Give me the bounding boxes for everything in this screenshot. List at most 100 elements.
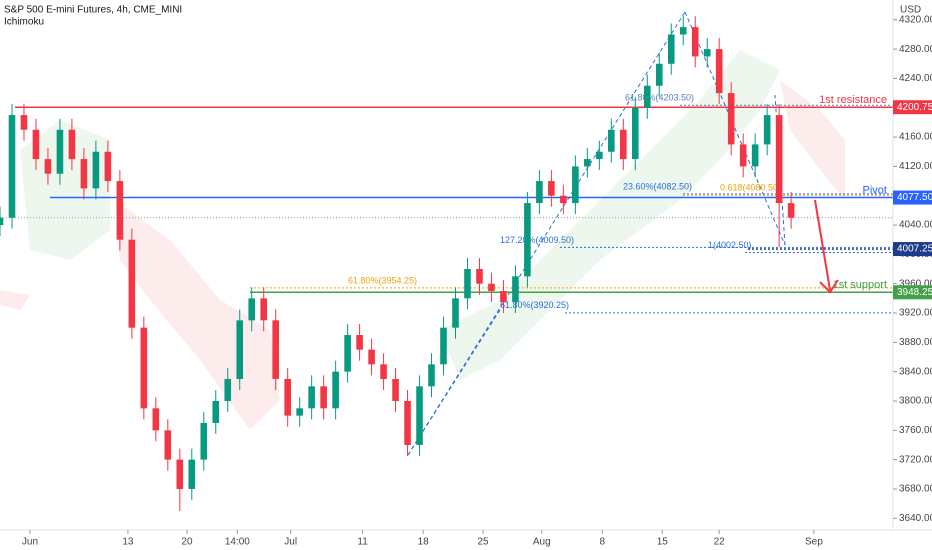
- candle-body: [320, 386, 327, 409]
- level-name: 1st support: [833, 279, 887, 291]
- candle-body: [284, 378, 291, 416]
- candle-body: [8, 115, 16, 218]
- axes: 3640.00 3680.00 3720.00 3760.00 3800.00 3840.…: [22, 14, 932, 548]
- level-name: Pivot: [863, 184, 887, 196]
- candle-body: [404, 400, 411, 445]
- candle-body: [152, 408, 160, 431]
- candle-body: [224, 378, 232, 401]
- candle-body: [392, 378, 399, 401]
- fib-label: 127.20%(4009.50): [500, 235, 574, 245]
- y-tick-label: 4120.00: [899, 161, 932, 172]
- candle-body: [236, 320, 244, 379]
- x-tick-label: Sep: [805, 537, 823, 548]
- candle-body: [548, 181, 555, 196]
- candle-body: [20, 115, 28, 130]
- x-tick-label: 18: [418, 537, 430, 548]
- candle-body: [332, 371, 339, 409]
- candle-body: [104, 151, 112, 182]
- candle-body: [715, 49, 723, 94]
- candle-body: [92, 151, 100, 189]
- cloud-red: [780, 80, 845, 200]
- y-tick-label: 4280.00: [899, 44, 932, 55]
- candle-body: [679, 27, 687, 35]
- candle-body: [524, 203, 531, 277]
- candle-body: [356, 335, 363, 350]
- y-tick-label: 3640.00: [899, 513, 932, 524]
- candle-body: [500, 291, 507, 303]
- price-label: 4200.75: [897, 102, 932, 113]
- candle-body: [0, 217, 4, 226]
- candle-body: [643, 85, 651, 108]
- y-tick-label: 3720.00: [899, 454, 932, 465]
- candle-body: [620, 129, 627, 160]
- cloud-green: [20, 120, 110, 260]
- candle-body: [344, 335, 351, 372]
- trend-line: [407, 11, 686, 456]
- x-tick-label: Jun: [22, 537, 38, 548]
- candle-body: [488, 283, 495, 292]
- y-tick-label: 3880.00: [899, 337, 932, 348]
- candle-body: [763, 115, 771, 145]
- x-tick-label: 8: [600, 537, 606, 548]
- y-tick-label: 3680.00: [899, 484, 932, 495]
- candle-body: [691, 27, 699, 57]
- candle-body: [176, 459, 184, 489]
- candle-body: [140, 327, 148, 409]
- y-tick-label: 3760.00: [899, 425, 932, 436]
- fib-label: 23.60%(4082.50): [623, 181, 692, 191]
- candle-body: [787, 203, 795, 218]
- candle-body: [368, 349, 375, 365]
- fib-label: 1(4002.50): [708, 240, 752, 250]
- candle-body: [751, 144, 759, 167]
- candle-body: [476, 269, 483, 284]
- trend-line: [407, 309, 501, 456]
- candle-body: [188, 459, 196, 489]
- candle-body: [212, 400, 220, 423]
- candle-body: [596, 151, 603, 160]
- candle-body: [128, 239, 136, 328]
- cloud-red: [0, 290, 30, 310]
- y-tick-label: 4320.00: [899, 14, 932, 25]
- candle-body: [655, 63, 663, 86]
- price-label: 4007.25: [897, 244, 932, 255]
- candle-body: [727, 93, 735, 145]
- candle-body: [703, 49, 711, 57]
- y-tick-label: 3960.00: [899, 278, 932, 289]
- trend-lines: [407, 11, 786, 456]
- price-label: 4077.50: [897, 192, 932, 203]
- x-tick-label: 11: [357, 537, 368, 548]
- candle-body: [584, 159, 591, 167]
- x-tick-label: Jul: [284, 537, 297, 548]
- x-tick-label: Aug: [533, 537, 551, 548]
- candle-body: [775, 115, 783, 204]
- projection-arrow: [814, 199, 839, 294]
- candle-body: [308, 386, 315, 409]
- candle-body: [200, 422, 208, 460]
- fib-label: 0.618(4080.50): [720, 183, 781, 193]
- candle-body: [296, 408, 303, 416]
- fib-label: 61.80%(3954.25): [348, 275, 417, 285]
- candle-body: [452, 298, 459, 328]
- level-name: 1st resistance: [819, 94, 887, 106]
- candle-body: [68, 129, 76, 160]
- candle-body: [380, 364, 387, 379]
- candle-body: [416, 386, 423, 445]
- x-tick-label: 15: [657, 537, 669, 548]
- price-label-box: [893, 285, 932, 300]
- indicator-name: Ichimoku: [4, 17, 44, 28]
- candle-body: [608, 129, 615, 152]
- price-label-box: [893, 100, 932, 115]
- candle-body: [631, 107, 639, 160]
- fib-label: 61.80%(4203.50): [625, 93, 694, 103]
- candle-body: [56, 129, 64, 174]
- y-tick-label: 3800.00: [899, 396, 932, 407]
- arrow-head: [819, 279, 839, 294]
- y-tick-label: 3840.00: [899, 366, 932, 377]
- x-tick-label: 14:00: [225, 537, 250, 548]
- candle-body: [572, 166, 579, 204]
- x-tick-label: 25: [477, 537, 489, 548]
- candle-body: [464, 269, 471, 299]
- y-tick-label: 4240.00: [899, 73, 932, 84]
- plot: 61.80%(4203.50) 23.60%(4082.50) 0.618(4080…: [0, 16, 893, 511]
